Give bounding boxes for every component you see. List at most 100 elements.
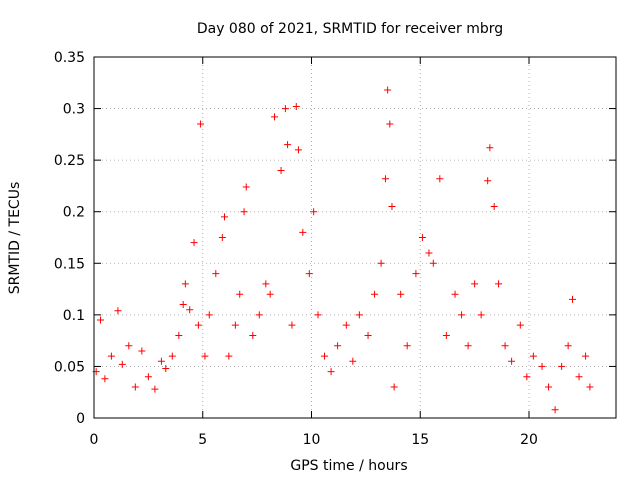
data-point (168, 352, 176, 360)
data-point (225, 352, 233, 360)
data-point (114, 307, 122, 315)
data-point (486, 144, 494, 152)
data-point (412, 270, 420, 278)
data-point (551, 406, 559, 414)
data-point (194, 321, 202, 329)
data-point (508, 357, 516, 365)
data-point (125, 342, 133, 350)
data-point (381, 175, 389, 183)
data-point (162, 364, 170, 372)
data-point (271, 113, 279, 121)
data-points (92, 86, 594, 414)
y-tick-label: 0.3 (63, 102, 85, 118)
data-point (131, 383, 139, 391)
data-point (425, 249, 433, 257)
data-point (501, 342, 509, 350)
data-point (586, 383, 594, 391)
plot-frame (93, 56, 617, 419)
data-point (349, 357, 357, 365)
data-point (249, 331, 257, 339)
data-point (575, 373, 583, 381)
data-point (388, 203, 396, 211)
data-point (397, 290, 405, 298)
data-point (236, 290, 244, 298)
y-tick-label: 0.2 (63, 205, 85, 221)
data-point (218, 234, 226, 241)
data-point (355, 311, 363, 319)
data-point (190, 239, 198, 247)
data-point (464, 342, 472, 350)
data-point (197, 120, 205, 128)
y-tick-label: 0.35 (54, 50, 85, 66)
data-point (157, 357, 165, 365)
data-point (266, 290, 274, 298)
data-point (390, 383, 398, 391)
data-point (118, 360, 126, 368)
data-point (327, 368, 335, 376)
data-point (288, 321, 296, 329)
data-point (477, 311, 485, 319)
data-point (334, 342, 342, 350)
data-point (151, 385, 159, 393)
data-point (205, 311, 213, 319)
data-point (458, 311, 466, 319)
data-point (342, 321, 350, 329)
data-point (314, 311, 322, 319)
data-point (403, 342, 411, 350)
data-point (529, 352, 537, 360)
chart-title: Day 080 of 2021, SRMTID for receiver mbr… (197, 21, 503, 37)
data-point (569, 295, 576, 303)
y-tick-label: 0.15 (54, 256, 85, 272)
x-axis-label: GPS time / hours (290, 458, 407, 474)
data-point (490, 203, 498, 211)
data-point (175, 331, 183, 339)
y-axis-label: SRMTID / TECUs (7, 182, 23, 295)
y-tick-label: 0.1 (63, 308, 85, 324)
data-point (231, 321, 239, 329)
data-point (451, 290, 459, 298)
data-point (471, 280, 479, 288)
data-point (277, 166, 285, 174)
data-point (186, 306, 194, 314)
x-tick-label: 0 (90, 432, 99, 448)
data-point (242, 183, 250, 191)
data-point (281, 105, 289, 113)
data-point (582, 352, 590, 360)
data-point (294, 146, 302, 154)
data-point (371, 290, 379, 298)
data-point (495, 280, 503, 288)
data-point (221, 213, 228, 221)
data-point (255, 311, 263, 319)
data-point (310, 208, 318, 216)
data-point (384, 86, 392, 94)
data-point (107, 352, 115, 360)
data-point (181, 280, 189, 288)
x-tick-label: 10 (303, 432, 321, 448)
y-tick-label: 0 (76, 411, 85, 427)
data-point (292, 103, 300, 111)
data-point (442, 331, 450, 339)
grid (94, 57, 616, 418)
x-tick-label: 5 (198, 432, 207, 448)
data-point (436, 175, 444, 183)
data-point (299, 228, 307, 236)
data-point (484, 177, 492, 185)
axis-ticks: 0 0.05 0.1 0.15 0.2 0.25 0.3 0.35 0 5 10 15 20 (54, 50, 616, 448)
data-point (523, 373, 531, 381)
data-point (545, 383, 553, 391)
y-tick-label: 0.25 (54, 153, 85, 169)
data-point (564, 342, 572, 350)
data-point (538, 362, 546, 370)
x-tick-label: 15 (411, 432, 429, 448)
data-point (262, 280, 270, 288)
data-point (305, 270, 313, 278)
data-point (377, 259, 385, 267)
data-point (418, 234, 426, 241)
data-point (558, 362, 566, 370)
data-point (179, 301, 187, 309)
data-point (201, 352, 209, 360)
data-point (212, 270, 220, 278)
data-point (364, 331, 372, 339)
data-point (101, 375, 109, 383)
